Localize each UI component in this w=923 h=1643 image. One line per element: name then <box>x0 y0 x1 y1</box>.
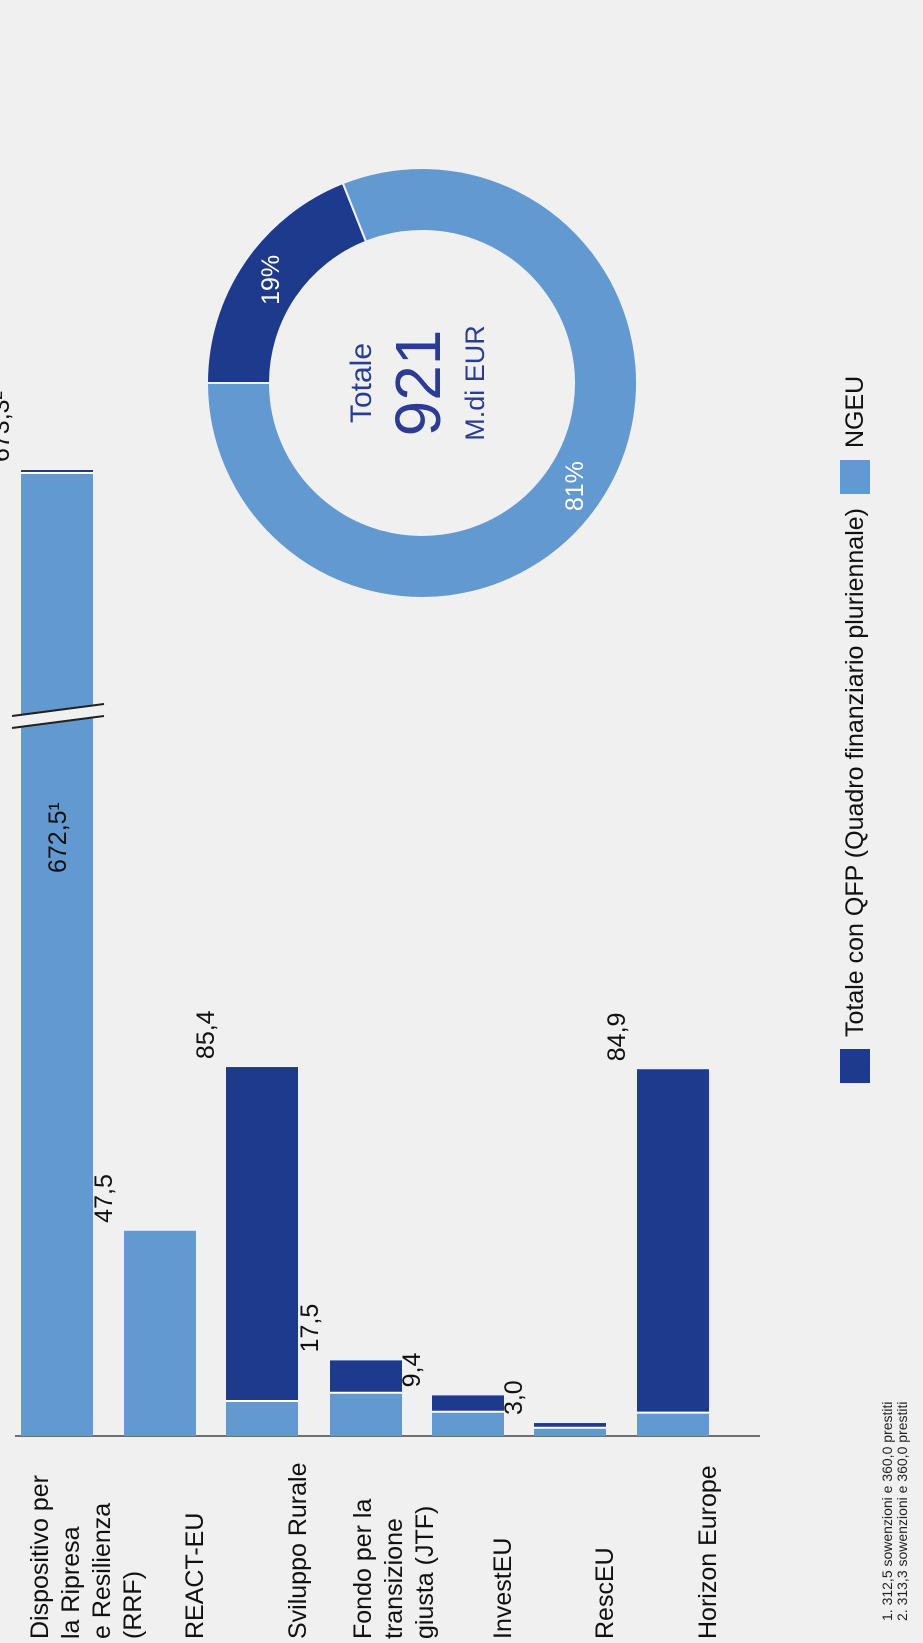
bar-total-label-horizon-europe: 84,9 <box>603 1013 631 1062</box>
bar-total-label-sviluppo-rurale: 85,4 <box>192 1010 220 1059</box>
axis-break-gap <box>11 705 105 727</box>
bar-total-label-resceu: 3,0 <box>500 1380 528 1415</box>
bar-ngeu-horizon-europe <box>637 1412 709 1436</box>
category-label-jtf: Fondo per la transizione giusta (JTF) <box>349 1498 439 1639</box>
bar-total-label-rrf: 673,3² <box>0 391 15 462</box>
bar-ngeu-resceu <box>534 1427 606 1436</box>
bar-ngeu-rrf <box>21 473 93 1436</box>
axis-break-mark-1 <box>11 715 105 729</box>
donut-center-title: Totale <box>345 342 378 424</box>
bar-inner-label-rrf: 672,5¹ <box>44 802 72 873</box>
donut-slice-label-qfp: 19% <box>257 255 285 305</box>
donut-slice-ngeu <box>205 167 638 599</box>
bar-total-label-jtf: 17,5 <box>296 1304 324 1353</box>
category-label-investeu: InvestEU <box>489 1537 517 1639</box>
legend-swatch-qfp <box>840 1049 870 1083</box>
donut-slice-label-ngeu: 81% <box>561 461 589 511</box>
category-label-resceu: RescEU <box>591 1547 619 1639</box>
donut-slice-qfp <box>205 181 368 384</box>
category-label-horizon-europe: Horizon Europe <box>694 1465 722 1639</box>
footnote-1: 1. 312,5 sowenzioni e 360,0 prestiti <box>879 1401 895 1621</box>
bar-ngeu-sviluppo-rurale <box>226 1401 298 1436</box>
axis-break-mark-2 <box>11 703 105 717</box>
bar-qfp-horizon-europe <box>637 1069 709 1413</box>
legend-label-qfp: Totale con QFP (Quadro finanziario pluri… <box>840 508 869 1037</box>
bar-qfp-jtf <box>330 1360 402 1393</box>
footnote-2: 2. 313,3 sowenzioni e 360,0 prestiti <box>894 1401 910 1621</box>
donut-center-unit: M.di EUR <box>460 325 490 441</box>
bar-qfp-resceu <box>534 1423 606 1428</box>
bar-total-label-react-eu: 47,5 <box>90 1174 118 1223</box>
legend-swatch-ngeu <box>840 460 870 494</box>
bar-qfp-sviluppo-rurale <box>226 1067 298 1402</box>
bar-total-label-investeu: 9,4 <box>398 1353 426 1388</box>
legend-label-ngeu: NGEU <box>840 375 869 448</box>
category-label-rrf: Dispositivo per la Ripresa e Resilienza … <box>26 1475 147 1639</box>
legend: Totale con QFP (Quadro finanziario pluri… <box>840 376 870 1083</box>
donut-center-value: 921 <box>382 329 454 437</box>
bar-ngeu-jtf <box>330 1392 402 1436</box>
category-label-react-eu: REACT-EU <box>181 1512 209 1639</box>
bar-ngeu-investeu <box>432 1411 504 1436</box>
bar-ngeu-react-eu <box>124 1230 196 1436</box>
bar-qfp-investeu <box>432 1395 504 1412</box>
footnotes: 1. 312,5 sowenzioni e 360,0 prestiti 2. … <box>879 1401 910 1621</box>
category-label-sviluppo-rurale: Sviluppo Rurale <box>284 1462 312 1640</box>
